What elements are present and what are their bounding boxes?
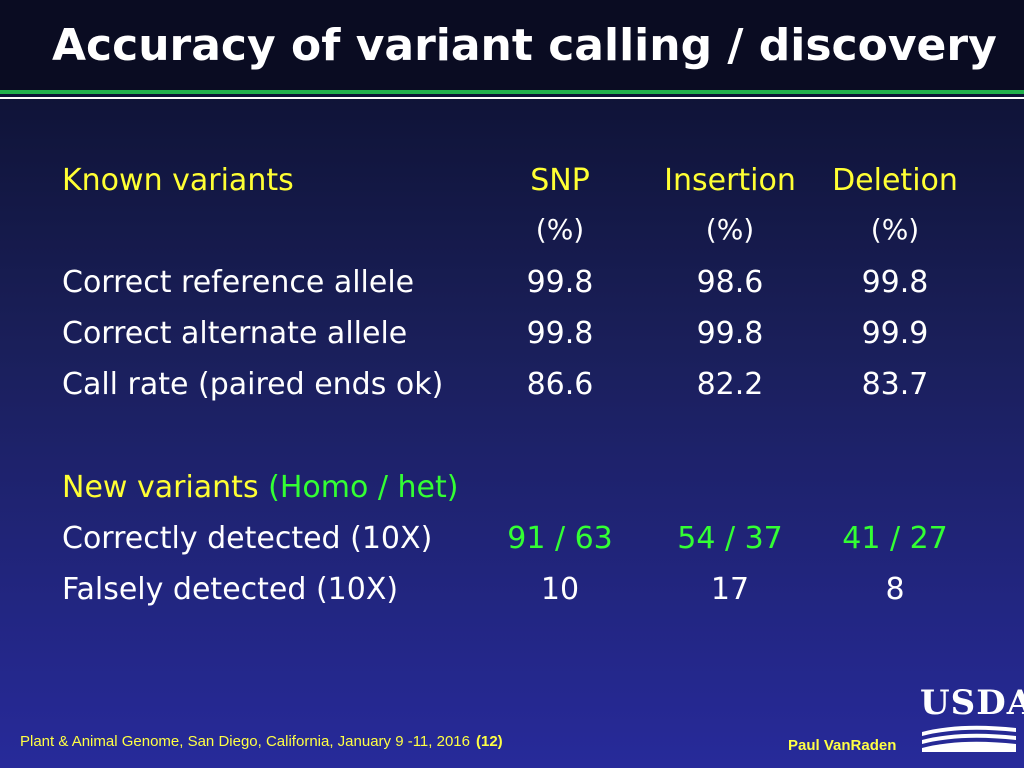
- new-variants-heading: New variants: [62, 470, 259, 505]
- value-alternate-snp: 99.8: [526, 316, 594, 351]
- row-label-correct-alternate: Correct alternate allele: [62, 316, 408, 351]
- footer-citation-line: Plant & Animal Genome, San Diego, Califo…: [20, 733, 503, 750]
- usda-logo: USDA: [920, 686, 1024, 760]
- slide-title: Accuracy of variant calling / discovery: [52, 20, 997, 71]
- value-callrate-deletion: 83.7: [861, 367, 929, 402]
- value-false-deletion: 8: [885, 572, 905, 607]
- new-variants-heading-line: New variants (Homo / het): [62, 473, 458, 503]
- column-unit-snp: (%): [535, 213, 585, 246]
- value-false-snp: 10: [540, 572, 580, 607]
- title-divider-green: [0, 90, 1024, 94]
- value-correct-deletion: 41 / 27: [842, 521, 948, 556]
- usda-logo-text: USDA: [920, 683, 1024, 723]
- value-alternate-insertion: 99.8: [696, 316, 764, 351]
- value-correct-snp: 91 / 63: [507, 521, 613, 556]
- row-label-correct-reference: Correct reference allele: [62, 265, 415, 300]
- footer-citation: Plant & Animal Genome, San Diego, Califo…: [20, 733, 470, 750]
- new-variants-subheading: (Homo / het): [268, 470, 459, 505]
- value-correct-insertion: 54 / 37: [677, 521, 783, 556]
- value-false-insertion: 17: [710, 572, 750, 607]
- value-callrate-snp: 86.6: [526, 367, 594, 402]
- row-label-correctly-detected: Correctly detected (10X): [62, 521, 433, 556]
- value-reference-insertion: 98.6: [696, 265, 764, 300]
- author-name: Paul VanRaden: [788, 737, 897, 754]
- column-header-deletion: Deletion: [832, 163, 958, 198]
- value-callrate-insertion: 82.2: [696, 367, 764, 402]
- title-bar: [0, 0, 1024, 92]
- value-alternate-deletion: 99.9: [861, 316, 929, 351]
- column-header-insertion: Insertion: [664, 163, 796, 198]
- usda-logo-stripes-icon: [922, 725, 1016, 752]
- title-divider-white: [0, 97, 1024, 99]
- page-number: (12): [475, 733, 503, 750]
- known-variants-heading: Known variants: [62, 163, 294, 198]
- column-header-snp: SNP: [530, 163, 590, 198]
- value-reference-snp: 99.8: [526, 265, 594, 300]
- row-label-falsely-detected: Falsely detected (10X): [62, 572, 399, 607]
- column-unit-insertion: (%): [705, 213, 755, 246]
- column-unit-deletion: (%): [870, 213, 920, 246]
- row-label-call-rate: Call rate (paired ends ok): [62, 367, 444, 402]
- value-reference-deletion: 99.8: [861, 265, 929, 300]
